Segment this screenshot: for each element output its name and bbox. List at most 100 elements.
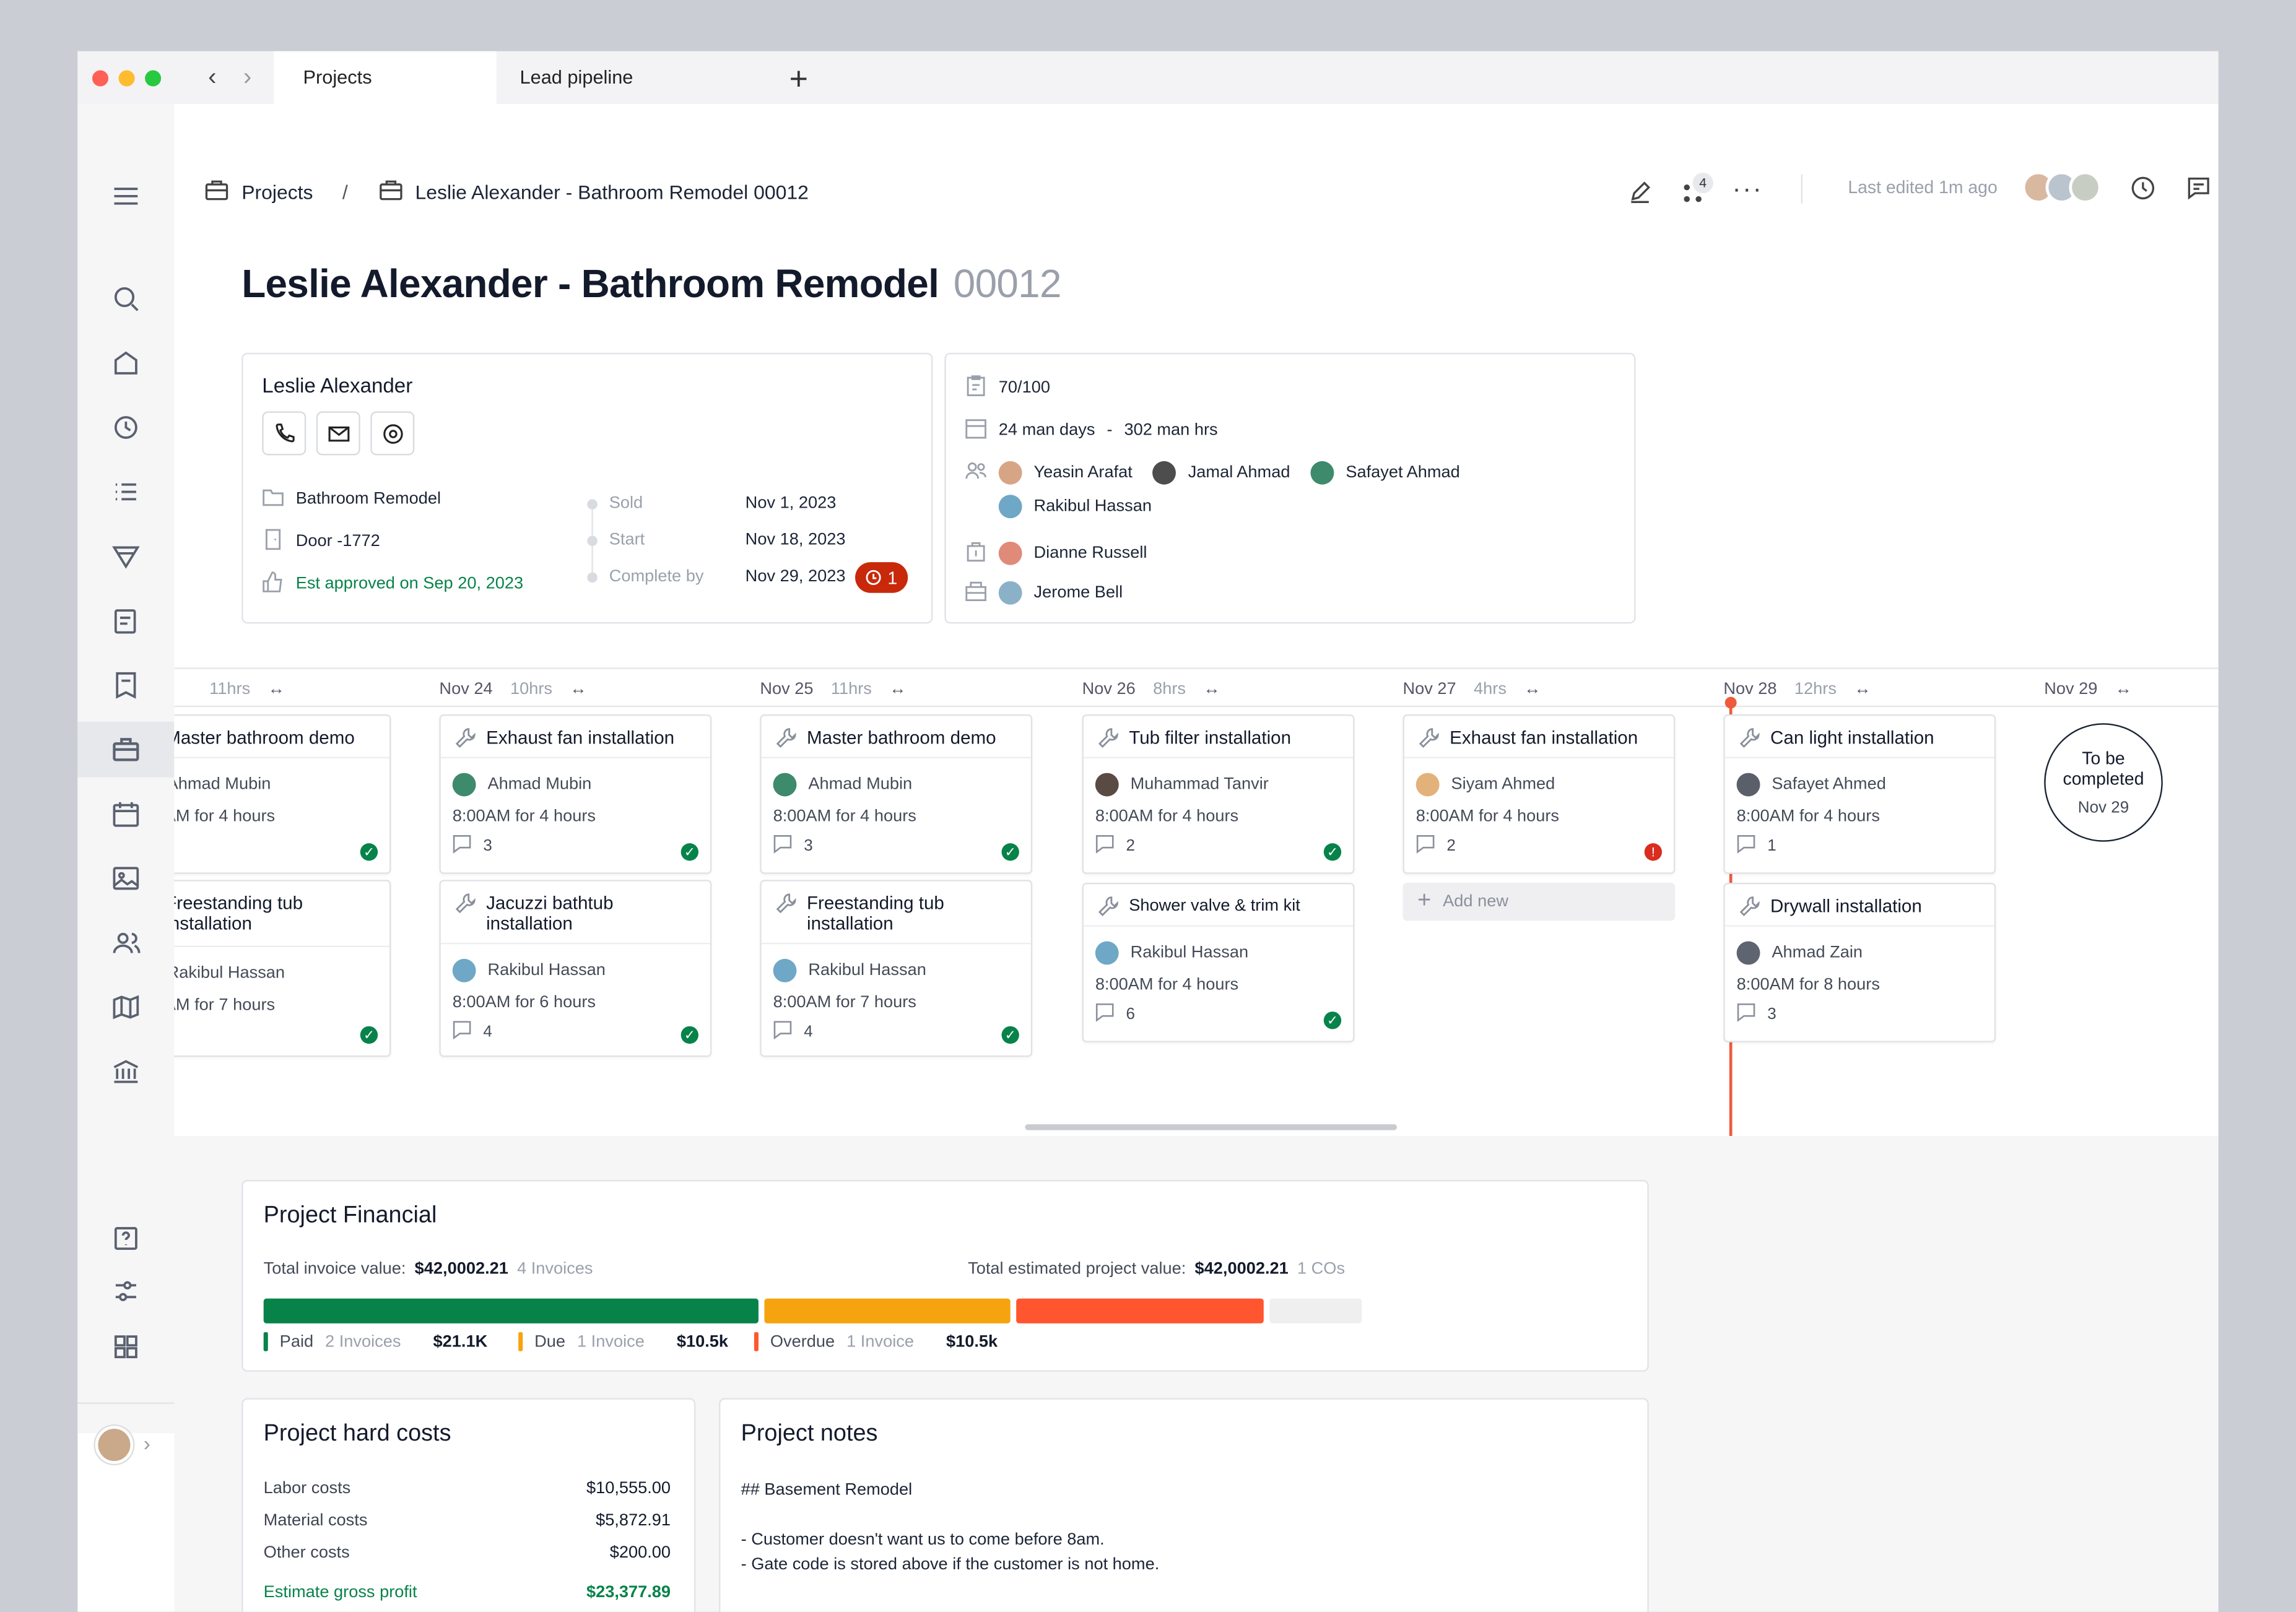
settings-sliders-icon[interactable] (110, 1275, 142, 1307)
tab-lead-pipeline[interactable]: Lead pipeline (490, 51, 759, 104)
cost-label: Other costs (263, 1544, 350, 1562)
resize-arrows-icon[interactable]: ↔ (2115, 680, 2132, 699)
list-icon[interactable] (110, 476, 142, 508)
overdue-badge[interactable]: 1 (855, 562, 908, 593)
close-window-dot[interactable] (92, 70, 108, 87)
overdue-count: 1 (887, 567, 898, 588)
resize-arrows-icon[interactable]: ↔ (267, 680, 285, 699)
due-bar-segment[interactable] (763, 1298, 1011, 1324)
resize-arrows-icon[interactable]: ↔ (1524, 680, 1541, 699)
calendar-icon[interactable] (110, 798, 142, 830)
resize-arrows-icon[interactable]: ↔ (1203, 680, 1220, 699)
task-card[interactable]: Master bathroom demo Ahmad Mubin 8:00AM … (174, 714, 391, 874)
new-tab-plus-icon[interactable]: + (789, 59, 809, 97)
resize-arrows-icon[interactable]: ↔ (1854, 680, 1871, 699)
notification-badge: 4 (1692, 173, 1713, 194)
back-icon[interactable]: ‹ (208, 63, 217, 91)
page-title-text: Leslie Alexander - Bathroom Remodel (241, 262, 939, 306)
add-new-task-button[interactable]: + Add new (1402, 882, 1676, 921)
expand-chevron-icon[interactable]: › (143, 1431, 150, 1455)
task-comments[interactable]: 1 (1725, 826, 1994, 871)
cost-row: Material costs $5,872.91 (264, 1512, 671, 1530)
estimate-icon[interactable] (110, 605, 142, 637)
notes-line: - Customer doesn't want us to come befor… (741, 1531, 1105, 1549)
gross-profit-row: Estimate gross profit $23,377.89 (264, 1584, 671, 1601)
image-icon[interactable] (110, 862, 142, 895)
phone-button[interactable] (262, 411, 307, 456)
edit-pencil-icon[interactable] (1629, 180, 1652, 211)
day-header: Nov 27 4hrs ↔ (1402, 681, 1541, 698)
complete-date-row: Complete by Nov 29, 2023 (587, 568, 845, 586)
task-comments[interactable]: 3 (762, 826, 1031, 871)
resize-arrows-icon[interactable]: ↔ (889, 680, 907, 699)
search-icon[interactable] (110, 282, 142, 314)
briefcase-icon[interactable] (110, 734, 142, 766)
task-comments[interactable]: 6 (1084, 994, 1353, 1039)
project-notes-card[interactable]: Project notes ## Basement Remodel - Cust… (719, 1398, 1649, 1612)
task-card[interactable]: Jacuzzi bathtub installation Rakibul Has… (439, 880, 712, 1057)
clipboard-icon (965, 375, 986, 401)
timeline-dot (587, 535, 598, 545)
comment-count: 3 (1767, 1005, 1776, 1023)
task-card[interactable]: Exhaust fan installation Siyam Ahmed 8:0… (1402, 714, 1676, 874)
user-avatar[interactable] (95, 1426, 134, 1464)
approval-row: Est approved on Sep 20, 2023 (262, 571, 523, 597)
sales-person[interactable]: Dianne Russell (1033, 544, 1147, 563)
task-card[interactable]: Freestanding tub installation Rakibul Ha… (174, 880, 391, 1057)
invoice-icon[interactable] (110, 669, 142, 701)
manager-person[interactable]: Jerome Bell (1033, 584, 1123, 602)
tab-projects[interactable]: Projects (274, 51, 497, 104)
crew-member[interactable]: Jamal Ahmad (1188, 464, 1290, 482)
task-title-text: Freestanding tub installation (174, 893, 303, 934)
header-divider (1801, 174, 1803, 204)
editor-avatar[interactable] (2069, 171, 2102, 204)
task-comments[interactable]: 3 (1725, 994, 1994, 1039)
task-comments[interactable]: 3 (441, 826, 710, 871)
financial-card: Project Financial Total invoice value: $4… (241, 1180, 1649, 1372)
task-comments[interactable]: 4 (441, 1012, 710, 1057)
breadcrumb-projects-link[interactable]: Projects (241, 181, 313, 204)
forward-icon[interactable]: › (243, 63, 252, 91)
crew-row: Yeasin Arafat Jamal Ahmad Safayet Ahmad (965, 460, 1460, 487)
assignee-name: Rakibul Hassan (174, 964, 285, 982)
minimize-window-dot[interactable] (118, 70, 135, 87)
clock-icon[interactable] (110, 412, 142, 444)
task-card[interactable]: Master bathroom demo Ahmad Mubin 8:00AM … (760, 714, 1033, 874)
task-assignee: Ahmad Mubin (441, 758, 710, 797)
task-comments[interactable]: 2 (1404, 826, 1674, 871)
overdue-bar-segment[interactable] (1016, 1298, 1264, 1324)
task-card[interactable]: Can light installation Safayet Ahmed 8:0… (1723, 714, 1996, 874)
home-icon[interactable] (110, 347, 142, 379)
more-options-icon[interactable]: ··· (1732, 174, 1763, 204)
location-button[interactable] (370, 411, 415, 456)
apps-grid-icon[interactable] (110, 1331, 142, 1363)
today-marker-dot (1724, 696, 1737, 709)
paid-bar-segment[interactable] (263, 1298, 758, 1324)
task-card[interactable]: Shower valve & trim kit Rakibul Hassan 8… (1082, 882, 1355, 1042)
history-clock-icon[interactable] (2131, 176, 2155, 208)
bank-icon[interactable] (110, 1055, 142, 1088)
crew-member[interactable]: Rakibul Hassan (1033, 498, 1152, 516)
task-card[interactable]: Freestanding tub installation Rakibul Ha… (760, 880, 1033, 1057)
map-icon[interactable] (110, 991, 142, 1023)
resize-arrows-icon[interactable]: ↔ (570, 680, 587, 699)
breadcrumb-current: Leslie Alexander - Bathroom Remodel 0001… (415, 181, 809, 204)
maximize-window-dot[interactable] (145, 70, 162, 87)
task-comments[interactable]: 4 (762, 1012, 1031, 1057)
menu-icon[interactable] (110, 180, 142, 212)
filter-icon[interactable] (110, 540, 142, 573)
help-icon[interactable] (110, 1223, 142, 1255)
task-title: Drywall installation (1724, 884, 1994, 927)
horizontal-scrollbar[interactable] (1025, 1124, 1398, 1130)
crew-member[interactable]: Safayet Ahmad (1346, 464, 1460, 482)
financial-progress-bar (263, 1298, 1362, 1324)
task-card[interactable]: Tub filter installation Muhammad Tanvir … (1082, 714, 1355, 874)
task-card[interactable]: Exhaust fan installation Ahmad Mubin 8:0… (439, 714, 712, 874)
task-card[interactable]: Drywall installation Ahmad Zain 8:00AM f… (1723, 882, 1996, 1042)
email-button[interactable] (316, 411, 360, 456)
comments-icon[interactable] (2186, 176, 2211, 208)
task-assignee: Ahmad Mubin (762, 758, 1031, 797)
crew-member[interactable]: Yeasin Arafat (1033, 464, 1133, 482)
task-comments[interactable]: 2 (1084, 826, 1353, 871)
users-icon[interactable] (110, 927, 142, 959)
